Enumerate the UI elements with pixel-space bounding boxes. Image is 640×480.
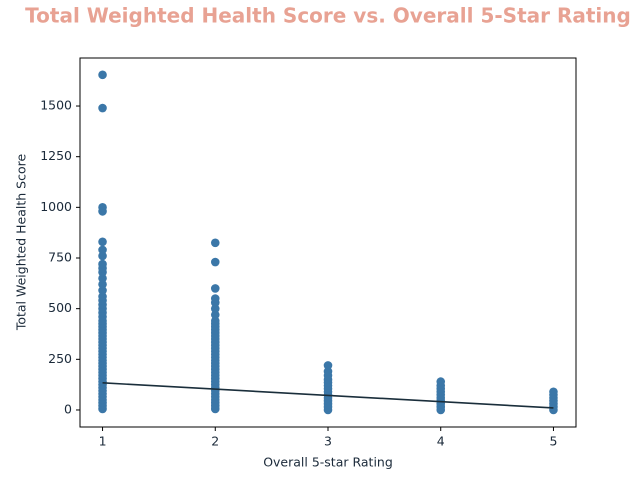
y-tick-label: 1250	[40, 148, 72, 163]
point	[98, 245, 107, 255]
point	[210, 316, 220, 326]
y-tick-label: 500	[48, 300, 72, 315]
y-tick-label: 750	[48, 250, 72, 265]
point	[210, 310, 220, 320]
point	[210, 304, 220, 313]
point	[98, 251, 107, 261]
x-tick-label: 5	[549, 434, 557, 449]
x-axis-label: Overall 5-star Rating	[263, 455, 393, 470]
point	[98, 273, 107, 283]
point	[210, 294, 220, 303]
x-tick-label: 3	[324, 434, 332, 449]
point	[98, 203, 107, 212]
point	[323, 367, 333, 376]
point	[98, 237, 107, 247]
point	[436, 377, 446, 386]
x-tick-label: 2	[211, 434, 219, 449]
y-tick-label: 250	[48, 351, 72, 366]
y-tick-label: 0	[64, 401, 72, 416]
chart-title: Total Weighted Health Score vs. Overall …	[25, 4, 631, 28]
point	[549, 387, 558, 397]
point	[98, 70, 107, 80]
point	[210, 238, 220, 248]
point	[210, 257, 220, 267]
point	[210, 284, 220, 293]
point	[98, 103, 107, 113]
y-axis-label: Total Weighted Health Score	[14, 154, 29, 332]
x-tick-label: 4	[437, 434, 445, 449]
point	[98, 259, 107, 269]
point	[98, 280, 107, 289]
plot-frame	[79, 57, 577, 428]
x-tick-label: 1	[99, 434, 107, 449]
y-tick-label: 1500	[40, 98, 72, 113]
point	[98, 292, 107, 301]
trend-line	[102, 382, 554, 409]
point	[323, 361, 333, 370]
y-tick-label: 1000	[40, 199, 72, 214]
point	[98, 286, 107, 295]
